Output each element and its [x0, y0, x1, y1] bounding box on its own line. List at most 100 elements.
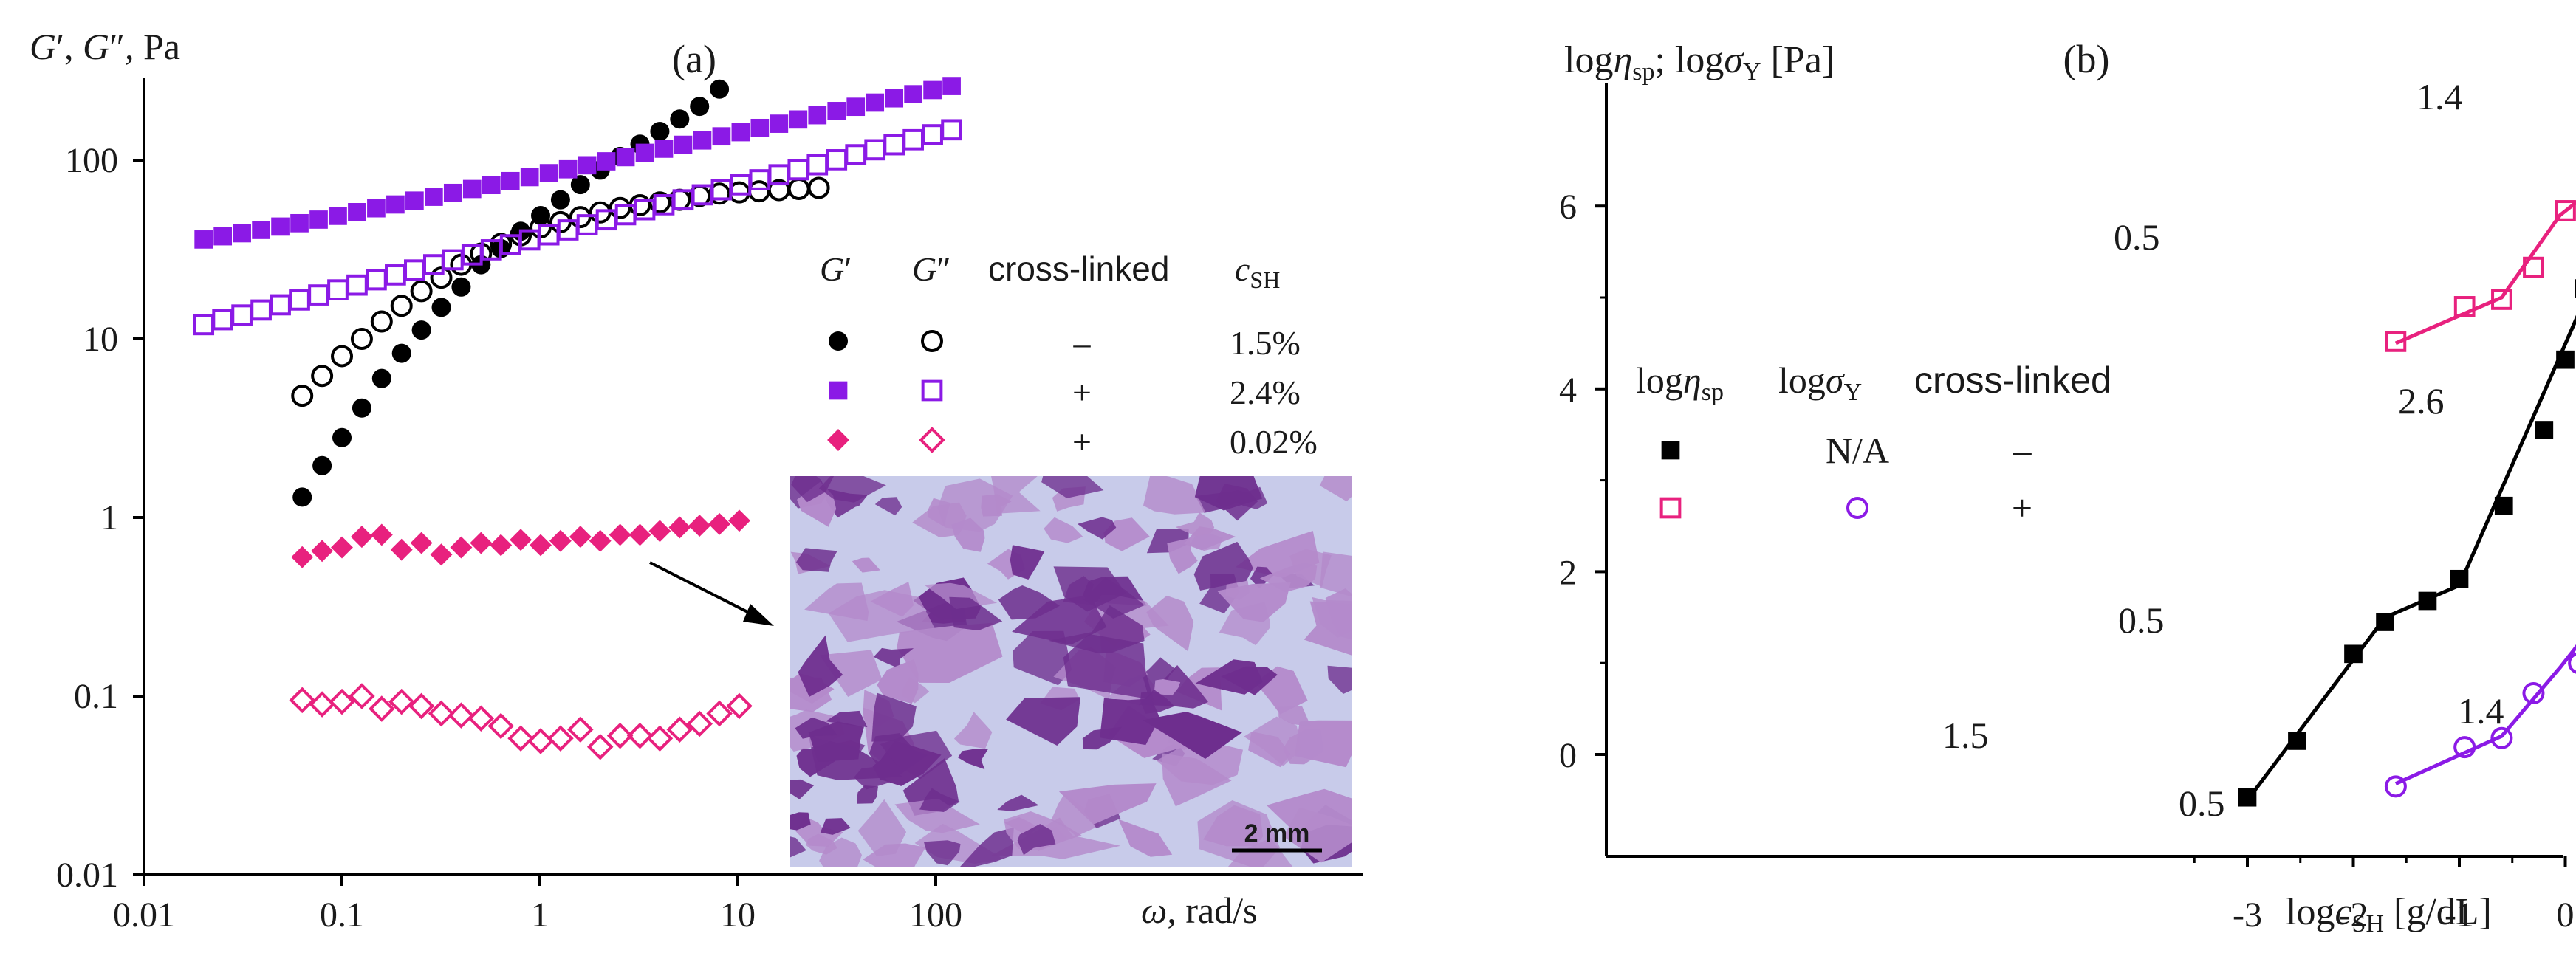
series-a — [289, 683, 753, 760]
grain — [1083, 577, 1145, 619]
legend-a-markers — [827, 330, 945, 453]
grain — [873, 647, 914, 670]
panel-b: (b) logηsp; logσY [Pa] logcSH [g/dL] 024… — [1559, 37, 2576, 938]
data-point — [309, 210, 328, 229]
data-point — [2490, 726, 2513, 749]
legend-b-header-sigma: logσY — [1778, 360, 1862, 406]
data-point — [693, 131, 712, 150]
data-point — [650, 121, 670, 141]
data-point — [626, 722, 654, 749]
grain — [1006, 697, 1080, 746]
data-point — [2288, 732, 2306, 750]
data-point — [2453, 296, 2476, 317]
panel-b-slope-labels: 1.5 0.5 2.6 0.5 1.4 0.5 1.4 — [1942, 76, 2504, 824]
data-point — [2238, 788, 2257, 807]
y-tick-label-a: 100 — [65, 141, 118, 180]
panel-b-x-axis-label: logcSH [g/dL] — [2286, 891, 2492, 938]
y-tick-label-b: 2 — [1559, 553, 1577, 592]
data-point — [430, 266, 453, 289]
x-tick-label-a: 1 — [531, 895, 549, 935]
data-point — [609, 523, 631, 546]
grain — [1193, 541, 1253, 591]
data-point — [231, 304, 253, 326]
panel-a-x-axis-label: ω, rad/s — [1141, 890, 1258, 931]
data-point — [291, 385, 314, 407]
grain — [1044, 517, 1083, 543]
data-point — [233, 224, 251, 243]
grain — [1051, 793, 1101, 836]
data-point — [467, 705, 495, 732]
data-point — [411, 320, 431, 340]
legend-marker-open — [919, 427, 945, 453]
data-point — [408, 692, 435, 720]
legend-a-header-crosslinked: cross-linked — [988, 250, 1169, 288]
series-b — [2385, 200, 2576, 352]
slope-label-black-1: 1.5 — [1942, 715, 1989, 756]
y-tick-label-a: 1 — [100, 498, 118, 537]
ylabel-a-part: , — [64, 26, 83, 67]
data-point — [369, 695, 395, 722]
grain — [791, 476, 835, 503]
xlabel-b-part: log — [2286, 891, 2334, 933]
data-point — [2556, 350, 2575, 369]
data-point — [2575, 279, 2576, 298]
slope-label-purple-2: 1.4 — [2458, 690, 2504, 732]
grain — [1175, 512, 1215, 537]
data-point — [487, 712, 514, 740]
ylabel-b-part: log — [1564, 39, 1613, 81]
data-point — [450, 536, 473, 559]
legend-b-row1-sigma: N/A — [1826, 430, 1889, 471]
data-point — [846, 97, 866, 117]
grain — [1041, 476, 1104, 498]
data-point — [690, 97, 710, 117]
data-point — [570, 175, 590, 195]
data-point — [646, 725, 674, 752]
data-point — [923, 80, 942, 100]
panel-b-legend: logηsp logσY cross-linked N/A – + — [1636, 360, 2111, 529]
grain — [874, 497, 902, 516]
data-point — [550, 190, 570, 210]
data-point — [332, 427, 352, 447]
grain — [1048, 605, 1145, 654]
grain — [1248, 732, 1291, 768]
series-a — [194, 77, 961, 249]
ylabel-a-part: G — [83, 26, 109, 67]
xlabel-b-part: [g/dL] — [2384, 891, 2492, 933]
data-point — [706, 700, 733, 727]
data-point — [348, 203, 366, 221]
legend-a-header-gdoubleprime: G″ — [912, 250, 950, 288]
scale-bar-label: 2 mm — [1244, 819, 1310, 847]
grain — [897, 622, 1003, 683]
data-point — [654, 140, 674, 158]
data-point — [569, 206, 592, 229]
data-point — [430, 543, 453, 566]
data-point — [350, 526, 373, 549]
grain — [1216, 484, 1258, 521]
data-point — [2450, 569, 2469, 588]
data-point — [520, 168, 539, 187]
legend-marker-filled — [829, 331, 848, 351]
data-point — [451, 277, 471, 297]
data-point — [424, 188, 443, 206]
panel-b-y-ticks: 0 2 4 6 — [1559, 188, 1606, 775]
grain — [1221, 666, 1278, 695]
fit-line — [2394, 200, 2576, 345]
series-b — [2238, 279, 2576, 807]
data-point — [731, 123, 750, 142]
data-point — [883, 134, 905, 156]
data-point — [710, 79, 730, 99]
grain — [1157, 740, 1243, 785]
data-point — [728, 509, 750, 532]
legend-marker-open — [921, 330, 943, 352]
grain — [991, 476, 1041, 514]
data-point — [806, 154, 829, 176]
data-point — [309, 691, 335, 718]
data-point — [750, 118, 770, 137]
data-point — [628, 523, 651, 546]
grain — [796, 548, 837, 572]
data-point — [747, 180, 770, 203]
data-point — [922, 124, 943, 145]
data-point — [289, 289, 310, 311]
grain — [880, 730, 953, 780]
panel-a-legend: G′ G″ cross-linked cSH – 1.5% + 2.4% + 0… — [820, 250, 1318, 461]
